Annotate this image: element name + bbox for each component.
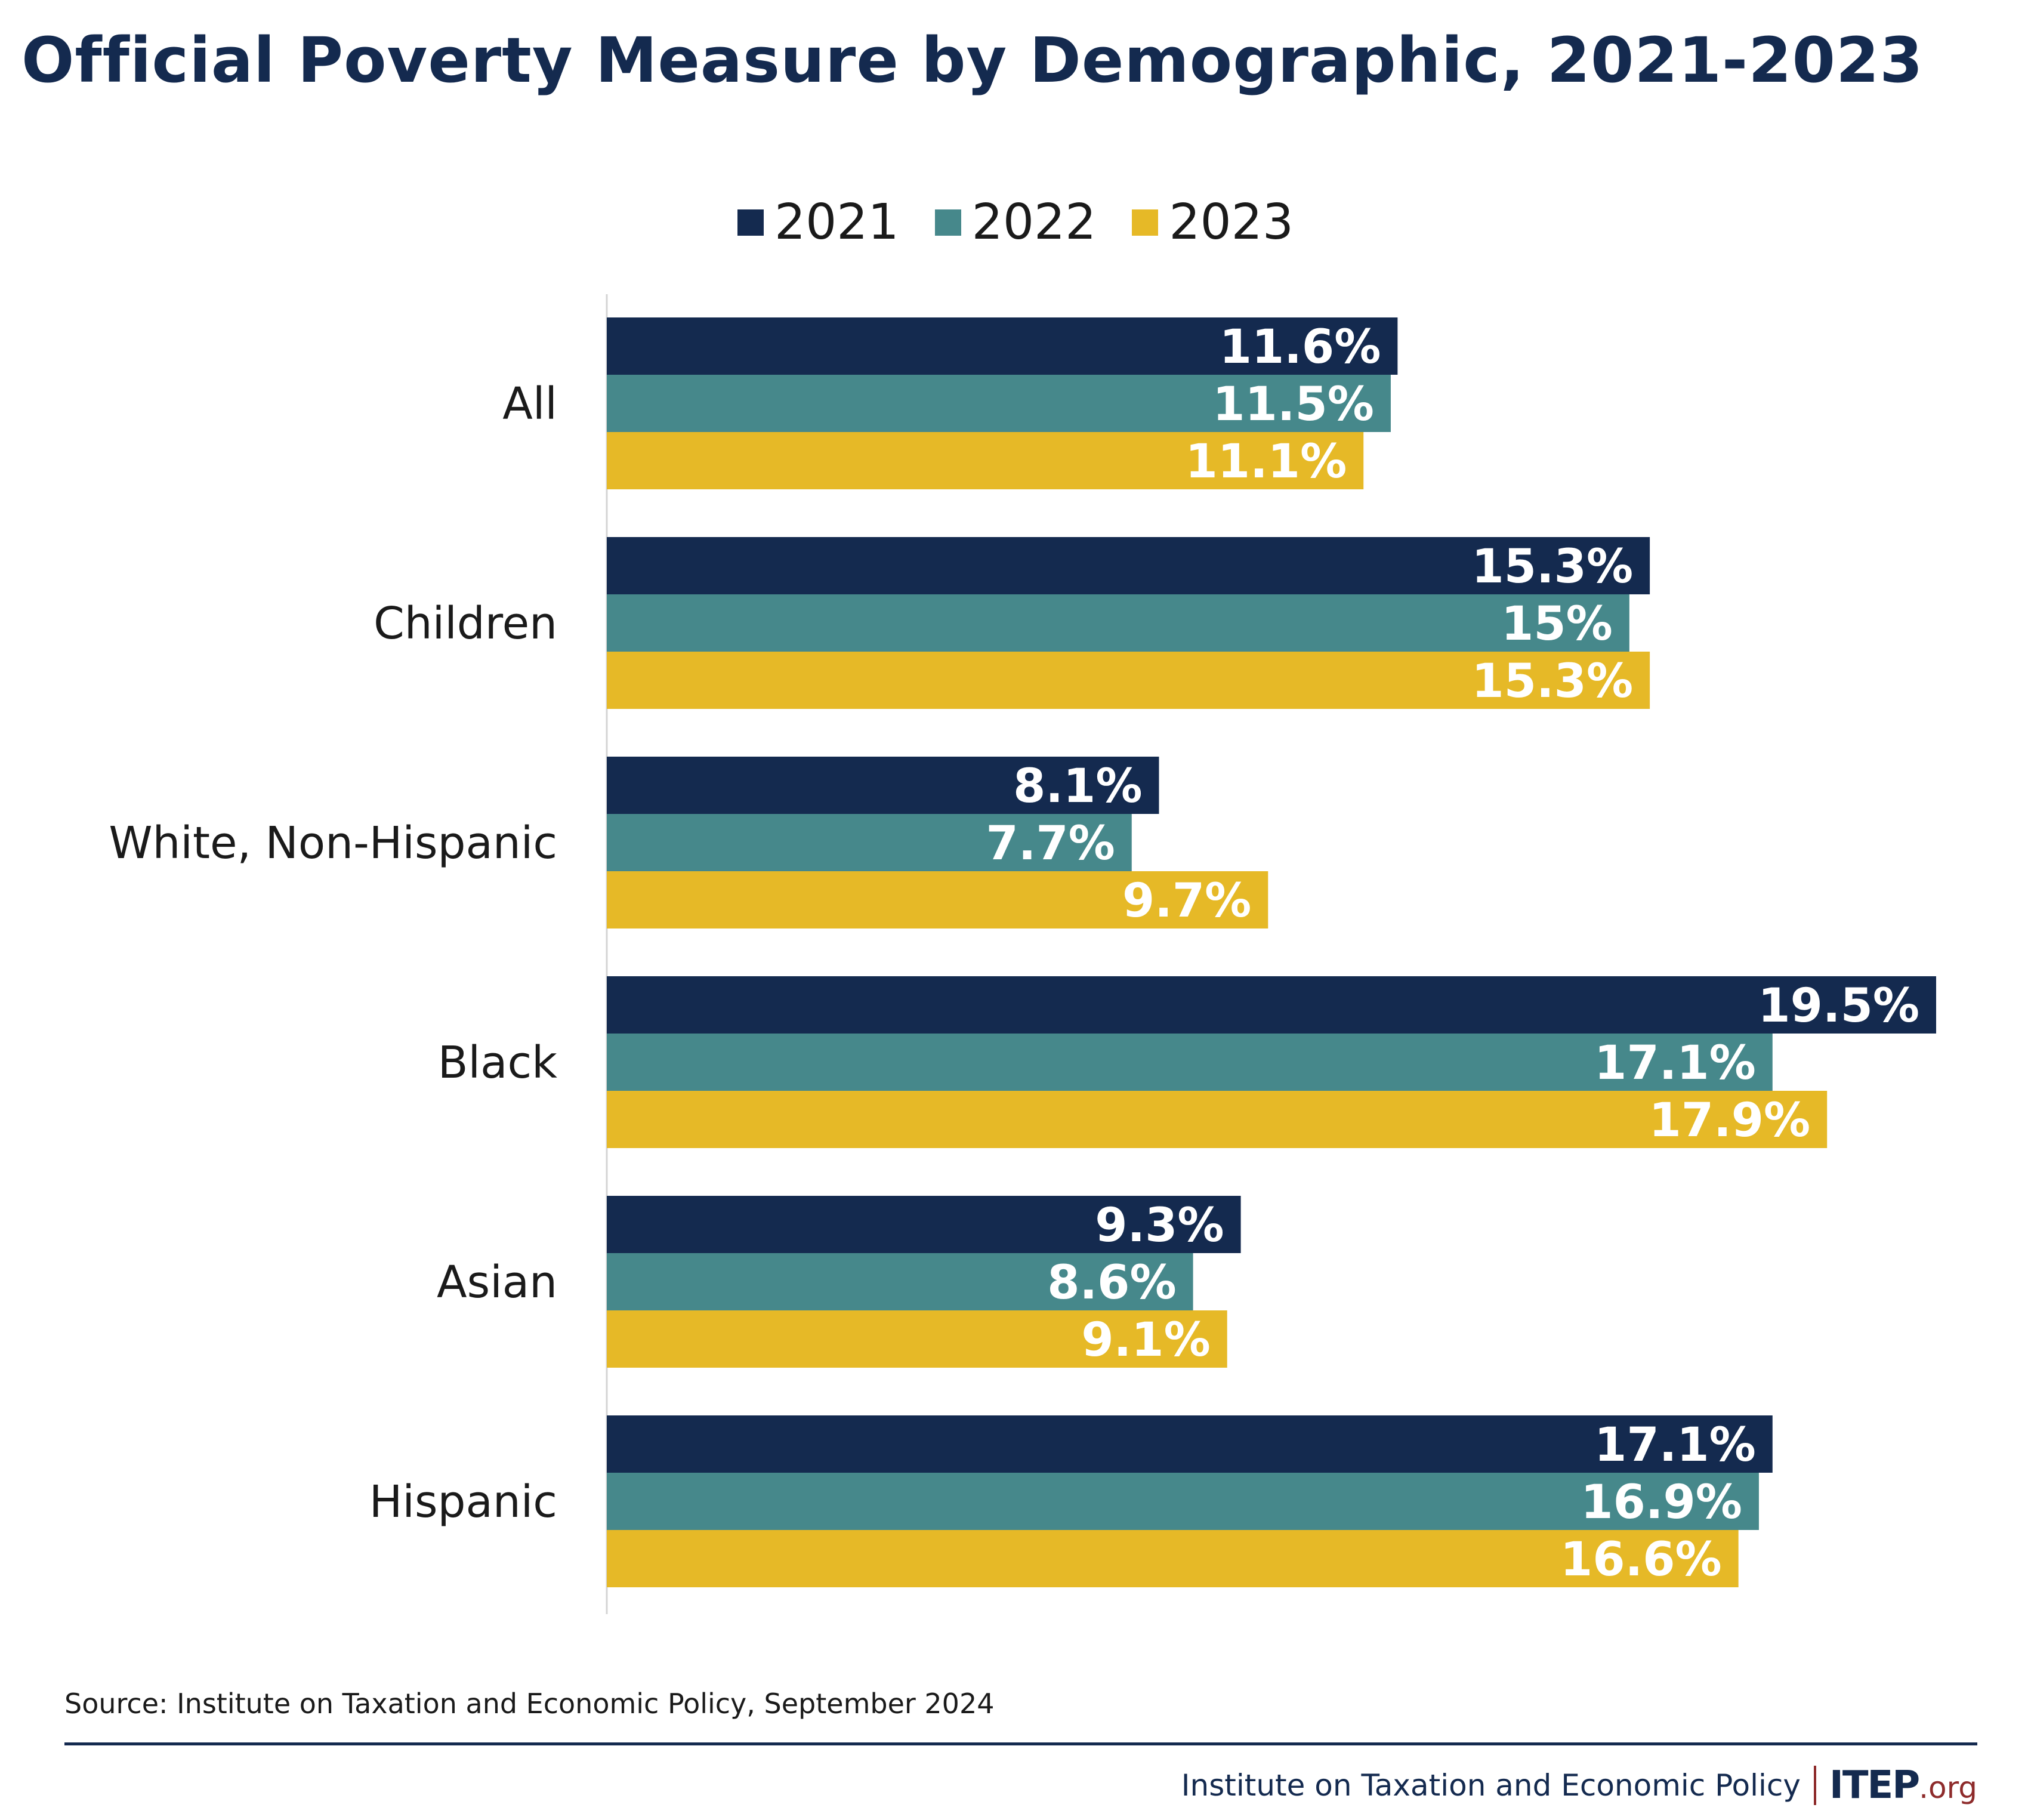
category-label: Black	[438, 1037, 557, 1088]
legend-label-2022: 2022	[971, 194, 1097, 251]
bar-2021	[607, 1415, 1773, 1473]
data-label: 17.1%	[1594, 1037, 1756, 1090]
bar-2023	[607, 432, 1364, 489]
data-label: 11.6%	[1220, 320, 1381, 374]
legend-item-2023: 2023	[1132, 194, 1294, 251]
bar-2022	[607, 1034, 1773, 1091]
category-label: Hispanic	[369, 1476, 557, 1528]
bar-2023	[607, 1091, 1828, 1148]
legend-label-2021: 2021	[774, 194, 899, 251]
legend-label-2023: 2023	[1169, 194, 1294, 251]
footer: Institute on Taxation and Economic Polic…	[1181, 1763, 1977, 1807]
data-label: 11.1%	[1186, 435, 1347, 489]
data-label: 16.6%	[1560, 1533, 1722, 1587]
data-label: 15.3%	[1472, 655, 1634, 708]
bar-2022	[607, 814, 1132, 871]
data-label: 9.1%	[1081, 1313, 1210, 1367]
legend-item-2021: 2021	[737, 194, 899, 251]
data-label: 8.1%	[1013, 760, 1142, 813]
legend-swatch-2022	[934, 209, 961, 236]
bar-2021	[607, 1196, 1241, 1253]
data-label: 7.7%	[986, 817, 1115, 871]
bar-2022	[607, 375, 1391, 432]
bar-2021	[607, 976, 1936, 1034]
bar-2022	[607, 1253, 1193, 1310]
bar-2021	[607, 757, 1159, 814]
bar-2021	[607, 317, 1398, 375]
bar-2023	[607, 1310, 1227, 1368]
data-label: 15%	[1501, 597, 1613, 651]
bar-2023	[607, 1530, 1739, 1587]
category-label: All	[502, 378, 557, 430]
data-label: 17.1%	[1594, 1418, 1756, 1472]
category-label: Children	[374, 598, 557, 649]
data-label: 8.6%	[1047, 1256, 1176, 1310]
legend-swatch-2021	[737, 209, 764, 236]
data-label: 15.3%	[1472, 540, 1634, 594]
bar-2023	[607, 871, 1268, 928]
category-label: Asian	[437, 1257, 557, 1308]
legend: 2021 2022 2023	[0, 194, 2031, 251]
bar-2021	[607, 537, 1650, 594]
itep-logo: ITEP.org	[1829, 1763, 1977, 1807]
logo-suffix: .org	[1919, 1770, 1977, 1805]
category-label: White, Non-Hispanic	[109, 818, 557, 869]
data-label: 17.9%	[1649, 1094, 1811, 1147]
data-label: 9.3%	[1095, 1199, 1224, 1253]
bar-2022	[607, 1473, 1759, 1530]
data-label: 9.7%	[1122, 874, 1251, 928]
logo-main: ITEP	[1829, 1763, 1920, 1807]
legend-swatch-2023	[1132, 209, 1159, 236]
source-note: Source: Institute on Taxation and Econom…	[64, 1688, 995, 1720]
data-label: 16.9%	[1581, 1476, 1742, 1529]
footer-org-name: Institute on Taxation and Economic Polic…	[1181, 1768, 1801, 1803]
data-label: 19.5%	[1758, 979, 1919, 1033]
chart-title: Official Poverty Measure by Demographic,…	[21, 24, 1924, 97]
data-label: 11.5%	[1212, 378, 1374, 431]
footer-separator	[1814, 1766, 1816, 1805]
footer-divider	[64, 1742, 1977, 1745]
bar-2022	[607, 594, 1629, 652]
bar-2023	[607, 652, 1650, 709]
legend-item-2022: 2022	[934, 194, 1097, 251]
